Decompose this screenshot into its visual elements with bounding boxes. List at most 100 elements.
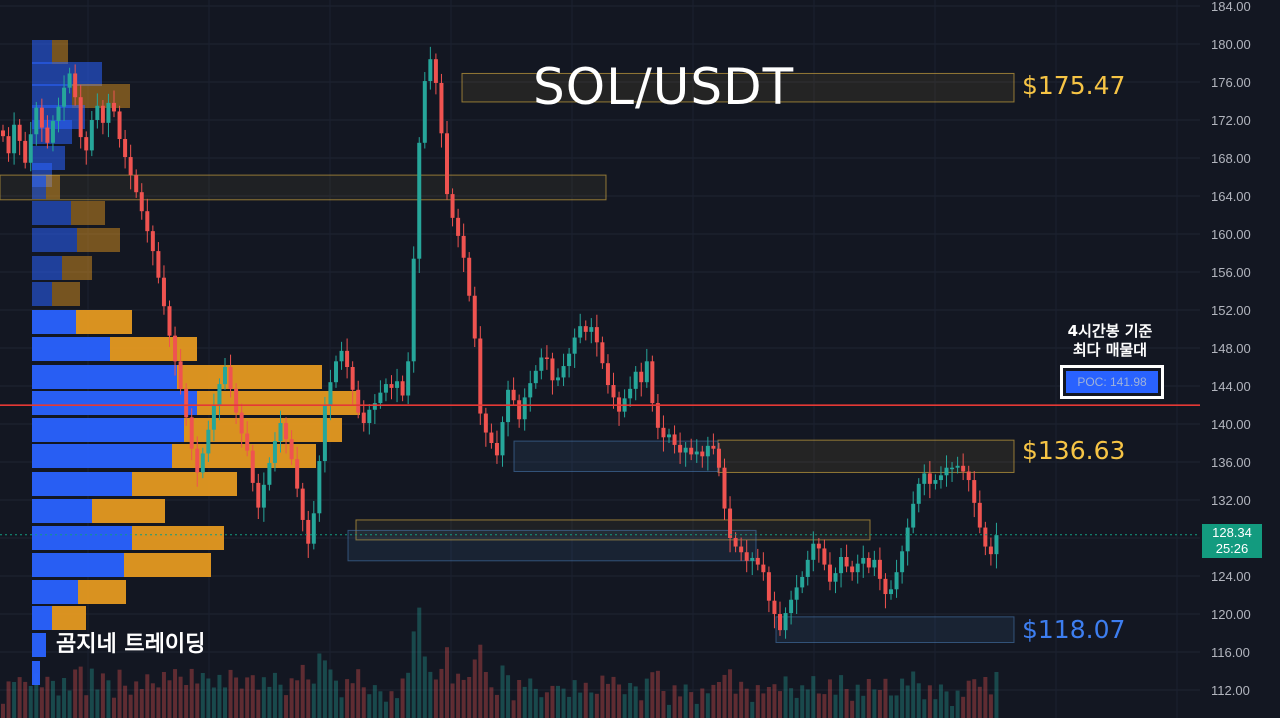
candle-body bbox=[494, 443, 499, 456]
volume-bar bbox=[89, 668, 94, 718]
vp-bar-up bbox=[32, 337, 110, 361]
candle-body bbox=[800, 576, 805, 588]
volume-bar bbox=[23, 681, 28, 718]
candle-body bbox=[173, 335, 178, 362]
level-value: $136.63 bbox=[1022, 436, 1126, 465]
candle-body bbox=[955, 465, 960, 468]
vp-bar-down bbox=[197, 391, 360, 415]
vp-bar-up bbox=[32, 365, 177, 389]
candle-body bbox=[816, 543, 821, 549]
volume-bar bbox=[445, 647, 449, 718]
price-axis[interactable]: 184.00 180.00 176.00 172.00 168.00 164.00 160.… bbox=[1211, 0, 1251, 698]
candle-body bbox=[839, 557, 844, 574]
candle-body bbox=[866, 557, 871, 568]
volume-bar bbox=[350, 683, 355, 718]
level-label-175: $175.47 bbox=[1022, 71, 1125, 100]
volume-bar bbox=[145, 674, 150, 718]
volume-bar bbox=[439, 668, 444, 718]
volume-bar bbox=[556, 685, 560, 718]
volume-bar bbox=[167, 680, 172, 718]
volume-bar bbox=[589, 692, 594, 718]
candle-body bbox=[100, 105, 105, 123]
volume-bar bbox=[667, 704, 671, 718]
volume-bar bbox=[150, 683, 155, 718]
candle-body bbox=[711, 445, 716, 449]
volume-bar bbox=[239, 688, 244, 718]
volume-bar bbox=[78, 666, 83, 718]
volume-bar bbox=[400, 678, 405, 718]
volume-bar bbox=[794, 697, 799, 718]
candle-body bbox=[661, 427, 666, 438]
candle-body bbox=[228, 367, 233, 389]
candle-body bbox=[744, 552, 749, 561]
candle-body bbox=[328, 382, 333, 406]
candle-body bbox=[450, 194, 455, 218]
volume-bar bbox=[905, 685, 910, 718]
volume-bar bbox=[528, 678, 533, 718]
vp-bar-down bbox=[124, 553, 211, 577]
volume-bar bbox=[383, 701, 388, 718]
volume-bar bbox=[500, 665, 505, 718]
vp-bar-up bbox=[32, 633, 46, 657]
volume-bar bbox=[161, 672, 166, 718]
volume-bar bbox=[506, 675, 511, 718]
candle-body bbox=[461, 235, 466, 258]
current-price-tag[interactable]: 128.34 25:26 bbox=[1202, 524, 1262, 558]
candle-body bbox=[17, 124, 22, 141]
y-tick-label: 184.00 bbox=[1211, 0, 1251, 14]
volume-bar bbox=[228, 669, 233, 718]
candle-body bbox=[139, 192, 144, 212]
candle-body bbox=[445, 133, 449, 195]
candle-body bbox=[411, 258, 416, 362]
candle-body bbox=[556, 377, 560, 381]
candle-body bbox=[611, 385, 616, 398]
candle-body bbox=[34, 107, 39, 135]
candle-body bbox=[772, 600, 777, 614]
volume-bar bbox=[250, 675, 255, 718]
level-label-118: $118.07 bbox=[1022, 615, 1125, 644]
level-value: $118.07 bbox=[1022, 615, 1126, 644]
candle-body bbox=[728, 508, 733, 538]
y-tick-label: 168.00 bbox=[1211, 151, 1251, 166]
volume-bar bbox=[900, 678, 905, 718]
candle-body bbox=[528, 383, 533, 398]
volume-bar bbox=[877, 690, 882, 718]
volume-bar bbox=[844, 689, 849, 718]
candle-body bbox=[184, 388, 189, 418]
vp-bar-up bbox=[32, 472, 132, 496]
y-tick-label: 156.00 bbox=[1211, 265, 1251, 280]
candle-body bbox=[972, 480, 977, 503]
volume-bar bbox=[961, 696, 966, 718]
vp-bar-down bbox=[52, 282, 80, 306]
volume-bar bbox=[156, 687, 161, 718]
candle-body bbox=[134, 175, 139, 193]
volume-bar bbox=[839, 675, 844, 718]
volume-bar bbox=[722, 674, 727, 718]
vp-bar-down bbox=[52, 606, 86, 630]
volume-bar bbox=[367, 694, 372, 718]
volume-bar bbox=[883, 678, 888, 718]
candle-body bbox=[811, 543, 816, 560]
volume-bar bbox=[522, 686, 527, 718]
volume-bar bbox=[716, 682, 721, 718]
zone-box bbox=[347, 529, 757, 562]
y-tick-label: 120.00 bbox=[1211, 607, 1251, 622]
candle-body bbox=[178, 361, 183, 389]
candle-body bbox=[472, 295, 477, 339]
volume-bar bbox=[289, 678, 294, 718]
level-value: $175.47 bbox=[1022, 71, 1126, 100]
volume-bar bbox=[278, 684, 283, 718]
candle-body bbox=[106, 102, 111, 123]
volume-bar bbox=[927, 685, 932, 718]
candle-body bbox=[372, 403, 377, 410]
candle-body bbox=[234, 388, 239, 413]
zone-box bbox=[775, 616, 1015, 643]
volume-bar bbox=[966, 680, 971, 718]
candle-body bbox=[439, 82, 444, 134]
candle-body bbox=[206, 429, 211, 454]
candle-body bbox=[156, 251, 161, 278]
candle-body bbox=[667, 434, 671, 438]
candle-body bbox=[67, 73, 72, 88]
zone-box bbox=[0, 174, 607, 201]
